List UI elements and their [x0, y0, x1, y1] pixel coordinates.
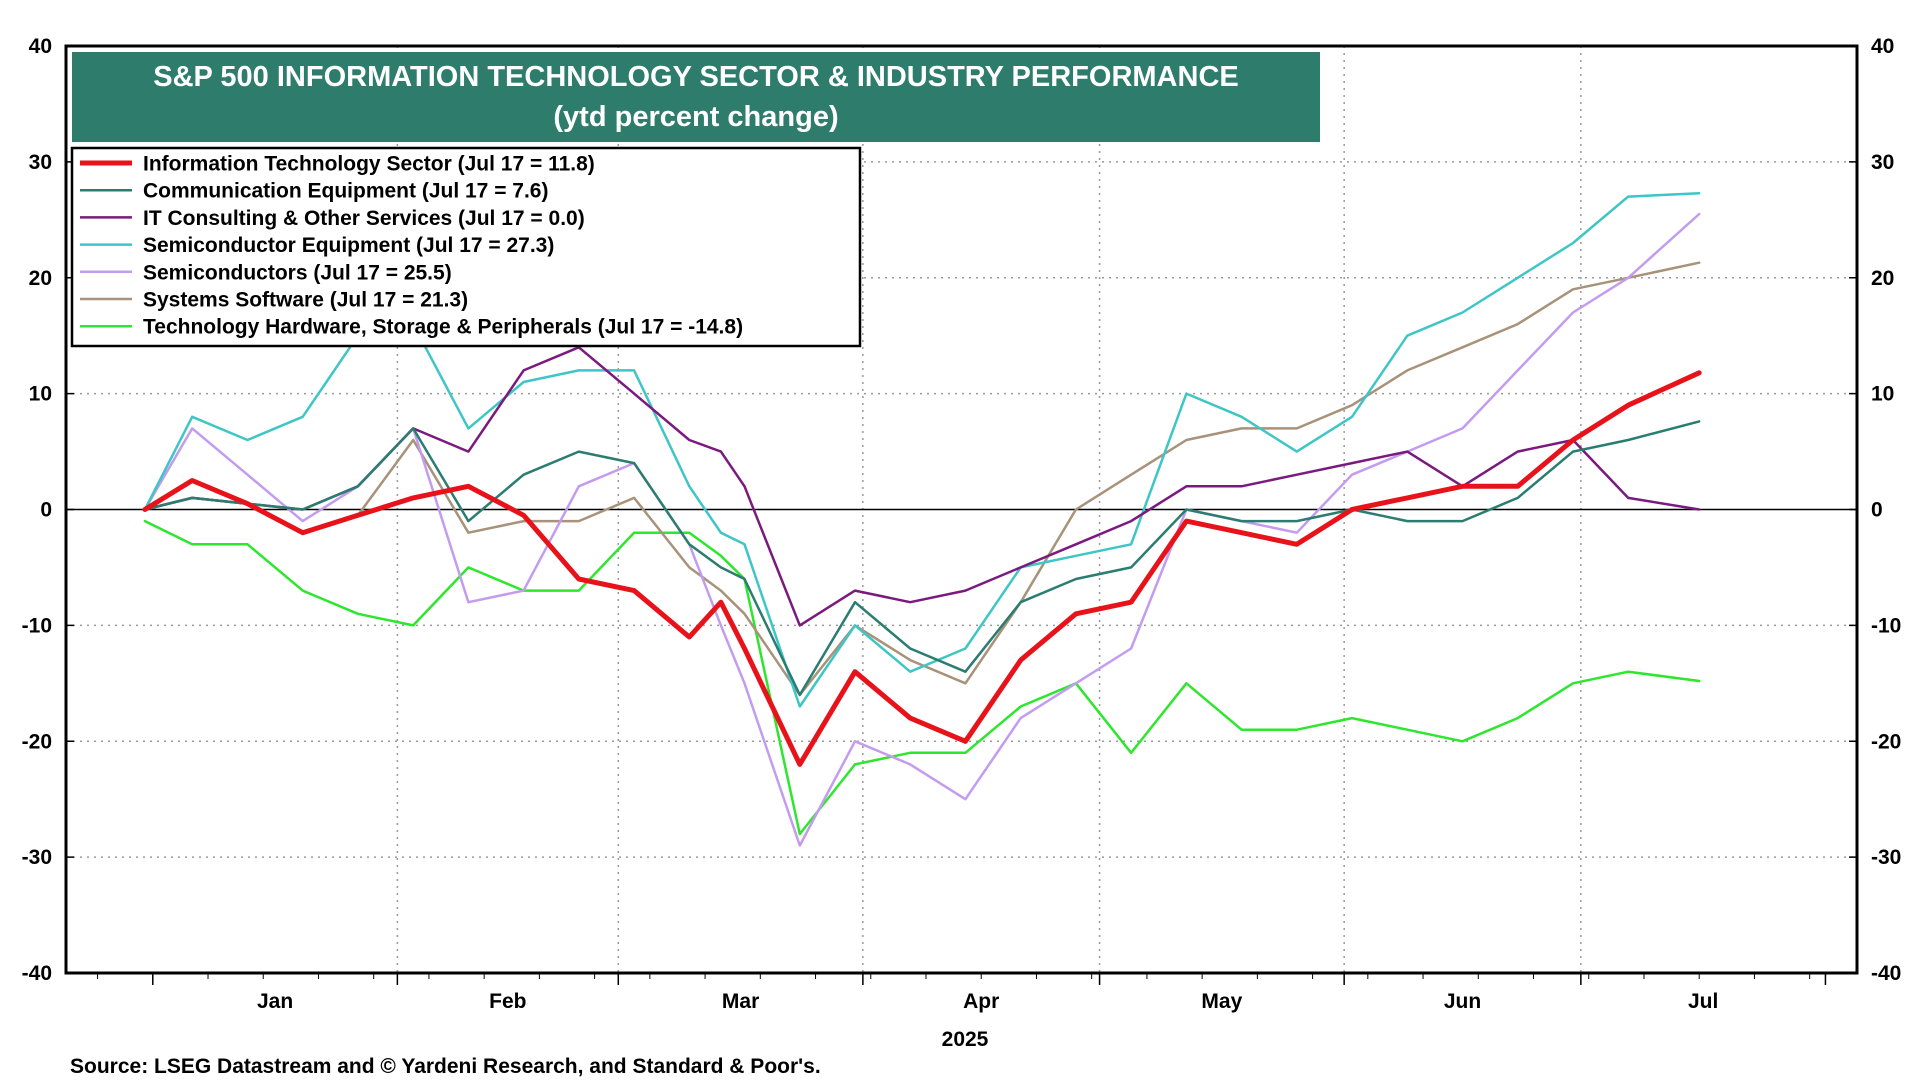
y-tick-label-left: 30: [29, 151, 52, 174]
source-note: Source: LSEG Datastream and © Yardeni Re…: [70, 1055, 821, 1078]
y-tick-label-right: 10: [1871, 383, 1894, 406]
series-line-1: [143, 420, 1701, 697]
legend-label: Communication Equipment (Jul 17 = 7.6): [143, 180, 548, 203]
legend-label: Semiconductor Equipment (Jul 17 = 27.3): [143, 234, 554, 257]
x-month-label: May: [1201, 990, 1242, 1013]
year-label: 2025: [942, 1028, 989, 1051]
y-tick-label-left: 0: [40, 499, 52, 522]
x-month-label: Apr: [963, 990, 999, 1013]
series-line-0: [142, 370, 1702, 767]
series-line-6: [143, 519, 1701, 836]
legend-label: Technology Hardware, Storage & Periphera…: [143, 316, 743, 339]
legend-label: Systems Software (Jul 17 = 21.3): [143, 289, 468, 312]
legend-label: IT Consulting & Other Services (Jul 17 =…: [143, 207, 585, 230]
y-tick-label-left: -10: [22, 614, 52, 637]
legend-label: Information Technology Sector (Jul 17 = …: [143, 153, 595, 176]
x-month-label: Feb: [489, 990, 526, 1013]
y-tick-label-right: 20: [1871, 267, 1894, 290]
y-tick-label-right: 0: [1871, 499, 1883, 522]
y-tick-label-right: 40: [1871, 35, 1894, 58]
legend-label: Semiconductors (Jul 17 = 25.5): [143, 261, 452, 284]
tick-layer: -40 -40 -30 -30 -20 -20 -10 -10 0 0 10 10 20 20 30 30 40…: [22, 35, 1901, 985]
legend: Information Technology Sector (Jul 17 = …: [80, 153, 743, 339]
legend-box: [70, 146, 862, 348]
x-month-label: Jun: [1444, 990, 1481, 1013]
month-layer: Jan Feb Mar Apr May Jun Jul: [257, 990, 1718, 1013]
series-line-5: [143, 261, 1701, 697]
y-tick-label-left: -30: [22, 846, 52, 869]
y-tick-label-right: 30: [1871, 151, 1894, 174]
y-tick-label-right: -20: [1871, 730, 1901, 753]
y-tick-label-right: -10: [1871, 614, 1901, 637]
y-tick-label-left: -20: [22, 730, 52, 753]
title-box: [72, 52, 1320, 142]
chart-title: S&P 500 INFORMATION TECHNOLOGY SECTOR & …: [153, 61, 1238, 93]
y-tick-label-right: -40: [1871, 962, 1901, 985]
y-tick-label-right: -30: [1871, 846, 1901, 869]
y-tick-label-left: 10: [29, 383, 52, 406]
x-month-label: Mar: [722, 990, 759, 1013]
y-tick-label-left: 20: [29, 267, 52, 290]
x-month-label: Jan: [257, 990, 293, 1013]
x-month-label: Jul: [1688, 990, 1718, 1013]
chart-subtitle: (ytd percent change): [553, 101, 838, 133]
y-tick-label-left: 40: [29, 35, 52, 58]
y-tick-label-left: -40: [22, 962, 52, 985]
